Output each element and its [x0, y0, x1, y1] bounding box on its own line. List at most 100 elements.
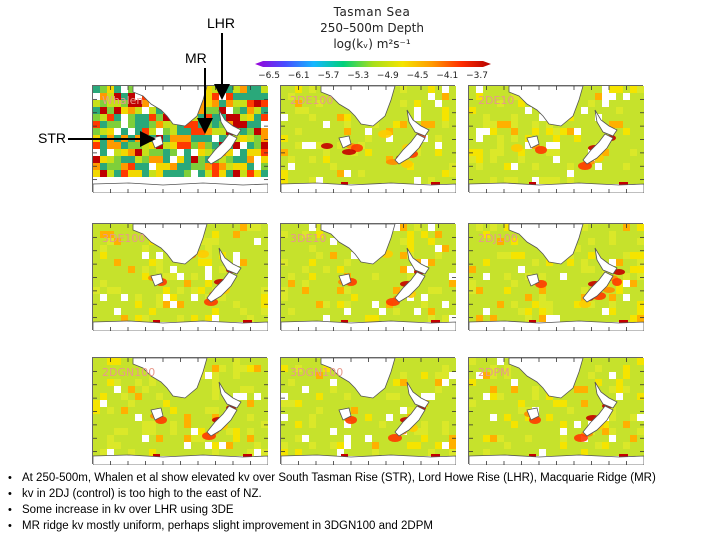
- antarctica-landmass: [281, 182, 456, 193]
- heatmap-cell: [518, 407, 525, 414]
- heatmap-cell: [581, 121, 588, 128]
- heatmap-cell: [553, 315, 560, 322]
- heatmap-cell: [414, 421, 421, 428]
- heatmap-cell: [358, 177, 365, 184]
- heatmap-cell: [107, 428, 114, 435]
- heatmap-cell: [254, 442, 261, 449]
- heatmap-cell: [240, 238, 247, 245]
- heatmap-cell: [288, 107, 295, 114]
- heatmap-cell: [511, 414, 518, 421]
- heatmap-cell: [525, 421, 532, 428]
- heatmap-cell: [609, 365, 616, 372]
- heatmap-cell: [170, 259, 177, 266]
- heatmap-cell: [365, 315, 372, 322]
- heatmap-cell: [142, 287, 149, 294]
- heatmap-cell: [553, 428, 560, 435]
- heatmap-cell: [469, 414, 476, 421]
- australia-landmass: [508, 86, 584, 127]
- heatmap-cell: [142, 421, 149, 428]
- heatmap-cell: [205, 266, 212, 273]
- heatmap-cell: [288, 315, 295, 322]
- heatmap-cell: [156, 449, 163, 456]
- heatmap-cell: [142, 266, 149, 273]
- heatmap-cell: [156, 315, 163, 322]
- heatmap-cell: [323, 121, 330, 128]
- heatmap-cell: [281, 224, 288, 231]
- hotspot-mark: [431, 320, 440, 323]
- heatmap-cell: [114, 170, 121, 177]
- heatmap-cell: [93, 107, 100, 114]
- heatmap-cell: [163, 135, 170, 142]
- heatmap-cell: [128, 442, 135, 449]
- heatmap-cell: [198, 414, 205, 421]
- heatmap-cell: [421, 224, 428, 231]
- heatmap-cell: [198, 149, 205, 156]
- heatmap-cell: [177, 156, 184, 163]
- heatmap-cell: [476, 442, 483, 449]
- heatmap-cell: [393, 358, 400, 365]
- heatmap-cell: [595, 449, 602, 456]
- heatmap-cell: [525, 449, 532, 456]
- heatmap-cell: [309, 135, 316, 142]
- antarctica-landmass: [93, 454, 268, 465]
- heatmap-cell: [240, 156, 247, 163]
- heatmap-cell: [539, 177, 546, 184]
- heatmap-cell: [309, 156, 316, 163]
- heatmap-cell: [114, 358, 121, 365]
- heatmap-cell: [128, 107, 135, 114]
- heatmap-cell: [553, 177, 560, 184]
- heatmap-cell: [567, 170, 574, 177]
- heatmap-cell: [121, 238, 128, 245]
- heatmap-cell: [616, 128, 623, 135]
- panel-map: [469, 86, 644, 193]
- heatmap-cell: [156, 163, 163, 170]
- heatmap-cell: [637, 86, 644, 93]
- heatmap-cell: [546, 400, 553, 407]
- heatmap-cell: [518, 177, 525, 184]
- heatmap-cell: [191, 135, 198, 142]
- heatmap-cell: [142, 114, 149, 121]
- heatmap-cell: [490, 177, 497, 184]
- heatmap-cell: [288, 149, 295, 156]
- heatmap-cell: [184, 156, 191, 163]
- heatmap-cell: [497, 170, 504, 177]
- hotspot-mark: [579, 300, 591, 308]
- heatmap-cell: [442, 280, 449, 287]
- heatmap-cell: [100, 372, 107, 379]
- heatmap-cell: [539, 135, 546, 142]
- heatmap-cell: [191, 266, 198, 273]
- heatmap-cell: [546, 135, 553, 142]
- heatmap-cell: [330, 114, 337, 121]
- heatmap-cell: [261, 315, 268, 322]
- heatmap-cell: [449, 177, 456, 184]
- heatmap-cell: [435, 280, 442, 287]
- heatmap-cell: [539, 266, 546, 273]
- heatmap-cell: [93, 170, 100, 177]
- heatmap-cell: [504, 177, 511, 184]
- nz-north-island: [406, 247, 430, 275]
- heatmap-cell: [421, 280, 428, 287]
- heatmap-cell: [435, 449, 442, 456]
- heatmap-cell: [142, 301, 149, 308]
- heatmap-cell: [539, 449, 546, 456]
- heatmap-cell: [469, 121, 476, 128]
- heatmap-cell: [525, 400, 532, 407]
- heatmap-cell: [121, 365, 128, 372]
- heatmap-cell: [595, 224, 602, 231]
- heatmap-cell: [302, 266, 309, 273]
- heatmap-cell: [156, 386, 163, 393]
- heatmap-cell: [393, 128, 400, 135]
- heatmap-cell: [135, 393, 142, 400]
- heatmap-cell: [233, 435, 240, 442]
- heatmap-cell: [142, 449, 149, 456]
- heatmap-cell: [184, 449, 191, 456]
- heatmap-cell: [386, 107, 393, 114]
- heatmap-cell: [316, 400, 323, 407]
- heatmap-cell: [100, 280, 107, 287]
- australia-landmass: [320, 224, 396, 265]
- heatmap-cell: [476, 287, 483, 294]
- heatmap-cell: [149, 177, 156, 184]
- heatmap-cell: [121, 100, 128, 107]
- heatmap-cell: [240, 135, 247, 142]
- heatmap-cell: [372, 407, 379, 414]
